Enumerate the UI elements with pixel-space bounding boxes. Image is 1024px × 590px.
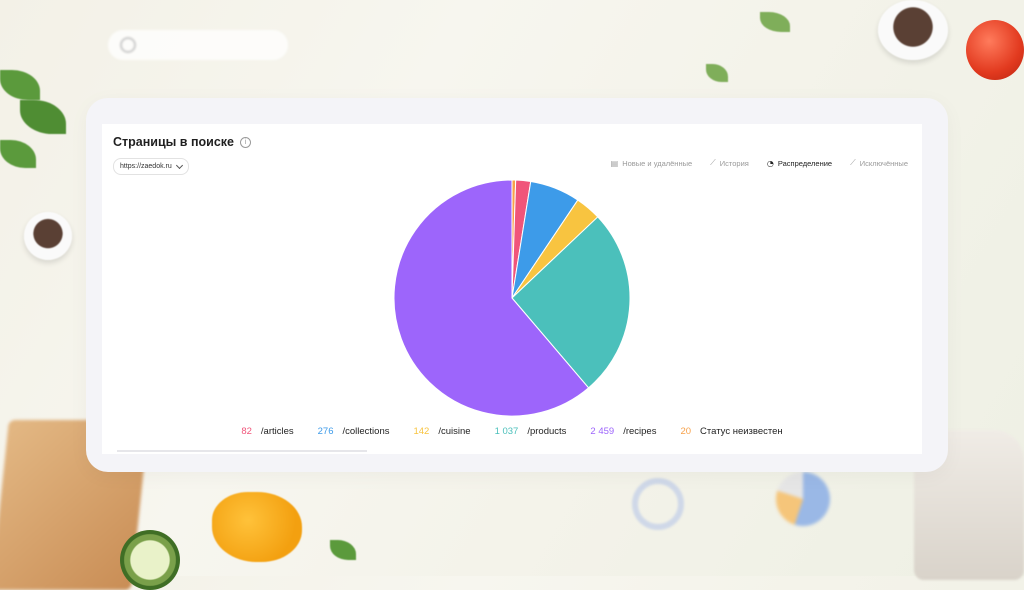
background-leaf	[706, 64, 728, 82]
tab-distribution[interactable]: ◔ Распределение	[767, 158, 832, 168]
legend-label: /recipes	[623, 426, 657, 437]
pie-slice-products[interactable]	[511, 216, 631, 389]
background-magnifier	[632, 478, 684, 530]
legend-label: /collections	[342, 426, 390, 437]
site-selector[interactable]: https://zaedok.ru	[113, 158, 189, 175]
background-leaf	[760, 12, 790, 32]
distribution-pie-chart	[393, 179, 631, 417]
pie-chart-icon: ◔	[766, 158, 774, 168]
page-title: Страницы в поиске	[113, 135, 234, 149]
background-leaf	[0, 70, 40, 100]
legend-value: 1 037	[494, 426, 519, 437]
legend-item[interactable]: 276/collections	[318, 426, 390, 437]
search-pages-panel: Страницы в поиске i https://zaedok.ru ▤ …	[102, 124, 922, 454]
tab-label: История	[719, 158, 749, 168]
legend-value: 2 459	[590, 426, 615, 437]
horizontal-scrollbar[interactable]	[117, 450, 367, 452]
background-spice-bowl	[24, 212, 72, 260]
legend-label: Статус неизвестен	[700, 426, 783, 437]
line-chart-icon: ⟋	[850, 158, 856, 167]
tab-label: Исключённые	[859, 158, 908, 168]
legend-item[interactable]: 20 Статус неизвестен	[680, 426, 782, 437]
legend-value: 142	[413, 426, 430, 437]
tab-label: Новые и удалённые	[622, 158, 693, 168]
background-donut	[776, 472, 830, 526]
view-tabs: ▤ Новые и удалённые ⟋ История ◔ Распреде…	[611, 158, 908, 168]
legend-label: /cuisine	[438, 426, 471, 437]
legend-item[interactable]: 82/articles	[241, 426, 293, 437]
pie-slice-recipes[interactable]	[393, 179, 590, 417]
table-icon: ▤	[610, 158, 619, 168]
legend-item[interactable]: 142/cuisine	[413, 426, 470, 437]
legend-label: /products	[527, 426, 567, 437]
info-icon[interactable]: i	[240, 136, 251, 148]
legend-value: 82	[241, 426, 252, 437]
background-tomato	[966, 20, 1024, 80]
tab-label: Распределение	[777, 158, 833, 168]
legend-item[interactable]: 2 459/recipes	[590, 426, 656, 437]
legend-item[interactable]: 1 037/products	[495, 426, 567, 437]
legend-value: 276	[317, 426, 334, 437]
background-leaf	[0, 140, 36, 168]
search-icon	[120, 37, 136, 53]
background-leaf	[20, 100, 66, 134]
background-pepper	[212, 492, 302, 562]
background-search-bar	[108, 30, 288, 60]
panel-header: Страницы в поиске i	[113, 135, 251, 149]
chevron-down-icon	[175, 161, 183, 169]
background-cucumber	[120, 530, 180, 590]
chart-legend: 82/articles 276/collections 142/cuisine 1 0…	[102, 426, 922, 437]
tab-excluded[interactable]: ⟋ Исключённые	[850, 158, 908, 168]
legend-value: 20	[680, 426, 692, 437]
background-leaf	[330, 540, 356, 560]
line-chart-icon: ⟋	[710, 158, 716, 167]
site-selector-value: https://zaedok.ru	[120, 163, 172, 170]
tab-new-and-removed[interactable]: ▤ Новые и удалённые	[611, 158, 693, 168]
legend-label: /articles	[260, 426, 294, 437]
background-spice-bowl	[878, 0, 948, 60]
tab-history[interactable]: ⟋ История	[710, 158, 749, 168]
